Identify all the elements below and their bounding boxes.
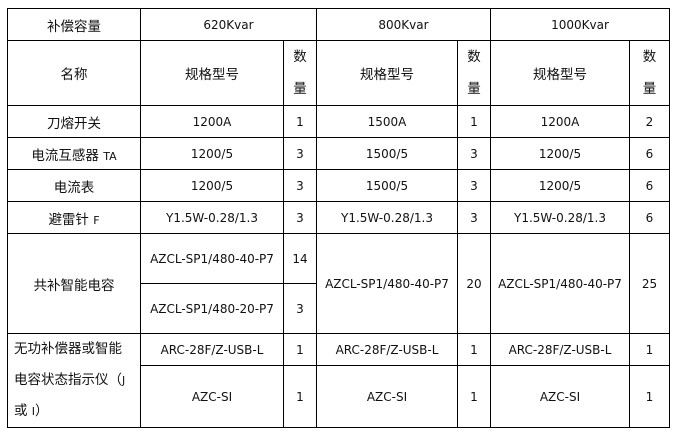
model-header: 规格型号	[490, 40, 630, 106]
capacity-800: 800Kvar	[316, 8, 491, 41]
qty-cell: 3	[283, 137, 317, 170]
item-name: 电流互感器 TA	[7, 137, 141, 170]
model-cell: 1500/5	[316, 169, 458, 202]
qty-cell: 3	[283, 201, 317, 234]
qty-cell: 6	[629, 169, 670, 202]
name-header: 名称	[7, 40, 141, 106]
qty-cell: 3	[283, 283, 317, 334]
table-row: 刀熔开关 1200A 1 1500A 1 1200A 2	[7, 105, 670, 138]
qty-cell: 6	[629, 137, 670, 170]
qty-cell: 1	[283, 332, 317, 367]
model-cell: AZCL-SP1/480-20-P7	[140, 283, 284, 334]
qty-cell: 1	[457, 105, 491, 138]
model-cell: ARC-28F/Z-USB-L	[490, 332, 630, 367]
capacity-620: 620Kvar	[140, 8, 317, 41]
table-row: 电流表 1200/5 3 1500/5 3 1200/5 6	[7, 169, 670, 202]
item-code: TA	[103, 149, 117, 163]
model-cell: 1200/5	[140, 169, 284, 202]
model-cell: 1200/5	[140, 137, 284, 170]
model-cell: Y1.5W-0.28/1.3	[490, 201, 630, 234]
table-row: 电流互感器 TA 1200/5 3 1500/5 3 1200/5 6	[7, 137, 670, 170]
qty-cell: 14	[283, 233, 317, 284]
item-name: 电流表	[7, 169, 141, 202]
model-cell: Y1.5W-0.28/1.3	[316, 201, 458, 234]
model-header: 规格型号	[140, 40, 284, 106]
qty-cell: 3	[457, 201, 491, 234]
model-cell: Y1.5W-0.28/1.3	[140, 201, 284, 234]
table-row-controller: 无功补偿器或智能 电容状态指示仪（J 或 I） ARC-28F/Z-USB-L 1 …	[7, 332, 670, 428]
qty-header: 数量	[457, 40, 491, 106]
model-cell: 1200/5	[490, 169, 630, 202]
qty-cell: 1	[457, 365, 491, 428]
qty-cell: 2	[629, 105, 670, 138]
item-name: 刀熔开关	[7, 105, 141, 138]
table-row-capacitor: 共补智能电容 AZCL-SP1/480-40-P7 14 AZCL-SP1/48…	[7, 233, 670, 334]
model-cell: 1500/5	[316, 137, 458, 170]
qty-cell: 1	[629, 332, 670, 367]
model-cell: ARC-28F/Z-USB-L	[140, 332, 284, 367]
qty-cell: 3	[283, 169, 317, 202]
model-cell: 1200/5	[490, 137, 630, 170]
column-header-row: 名称 规格型号 数量 规格型号 数量 规格型号 数量	[7, 40, 670, 106]
item-name: 避雷针 F	[7, 201, 141, 234]
model-cell: AZCL-SP1/480-40-P7	[490, 233, 630, 334]
capacity-label: 补偿容量	[7, 8, 141, 41]
qty-header: 数量	[629, 40, 670, 106]
model-cell: ARC-28F/Z-USB-L	[316, 332, 458, 367]
item-name: 共补智能电容	[7, 233, 141, 334]
model-cell: 1200A	[140, 105, 284, 138]
model-cell: AZCL-SP1/480-40-P7	[140, 233, 284, 284]
qty-cell: 1	[283, 365, 317, 428]
capacity-1000: 1000Kvar	[490, 8, 670, 41]
qty-cell: 6	[629, 201, 670, 234]
qty-cell: 3	[457, 169, 491, 202]
model-cell: AZC-SI	[316, 365, 458, 428]
capacity-header-row: 补偿容量 620Kvar 800Kvar 1000Kvar	[7, 8, 670, 41]
qty-cell: 1	[629, 365, 670, 428]
model-cell: AZC-SI	[490, 365, 630, 428]
qty-cell: 1	[283, 105, 317, 138]
table-row-indicator: AZC-SI 1 AZC-SI 1 AZC-SI 1	[8, 365, 670, 428]
qty-cell: 25	[629, 233, 670, 334]
item-name: 无功补偿器或智能 电容状态指示仪（J 或 I）	[7, 333, 141, 428]
model-cell: AZC-SI	[140, 365, 284, 428]
table-row-capacitor-sub: AZCL-SP1/480-20-P7 3	[8, 283, 670, 334]
item-code: F	[93, 213, 100, 227]
qty-header: 数量	[283, 40, 317, 106]
qty-cell: 1	[457, 332, 491, 367]
qty-cell: 20	[457, 233, 491, 334]
model-cell: 1500A	[316, 105, 458, 138]
qty-cell: 3	[457, 137, 491, 170]
model-cell: 1200A	[490, 105, 630, 138]
model-cell: AZCL-SP1/480-40-P7	[316, 233, 458, 334]
model-header: 规格型号	[316, 40, 458, 106]
equipment-spec-table: 补偿容量 620Kvar 800Kvar 1000Kvar 名称 规格型号 数量…	[7, 8, 670, 428]
table-row: 避雷针 F Y1.5W-0.28/1.3 3 Y1.5W-0.28/1.3 3 Y1.5W…	[7, 201, 670, 234]
